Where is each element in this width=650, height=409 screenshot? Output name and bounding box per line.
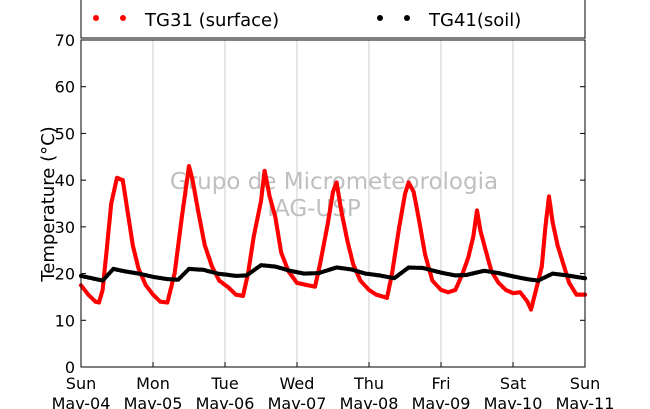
x-tick-label-date-6: Mav-10 [484,394,543,409]
x-tick-label-date-5: Mav-09 [412,394,471,409]
x-tick-label-day-0: Sun [66,374,96,393]
x-tick-label-date-0: Mav-04 [52,394,111,409]
x-tick-label-day-3: Wed [280,374,315,393]
legend-label-tg41: TG41(soil) [428,10,521,31]
y-axis-title: Temperature (°C) [38,126,59,282]
x-tick-label-date-7: Mav-11 [556,394,615,409]
x-tick-label-day-5: Fri [431,374,450,393]
series-1 [78,263,588,283]
x-tick-label-day-2: Tue [210,374,238,393]
legend: TG31 (surface) TG41(soil) [80,0,586,39]
plot-frame [80,39,586,368]
vertical-grid-lines [152,40,514,367]
legend-frame [80,0,586,39]
series-0 [78,164,588,312]
y-tick-label-2: 20 [55,265,75,284]
x-axis: SunMav-04MonMav-05TueMav-06WedMav-07ThuM… [52,362,615,409]
series-layer [78,164,588,312]
legend-marker-tg31-2 [120,15,126,21]
x-tick-label-date-4: Mav-08 [340,394,399,409]
watermark-line-2: IAG-USP [267,196,361,222]
y-tick-label-7: 70 [55,31,75,50]
y-tick-label-6: 60 [55,78,75,97]
y-tick-label-0: 0 [65,358,75,377]
legend-marker-tg41 [377,15,383,21]
y-tick-label-4: 40 [55,171,75,190]
y-axis: 0 10 20 30 40 50 60 70 [55,31,585,377]
x-tick-label-day-4: Thu [353,374,384,393]
legend-label-tg31: TG31 (surface) [144,10,279,31]
x-tick-label-date-2: Mav-06 [196,394,255,409]
x-tick-label-day-6: Sat [500,374,526,393]
legend-marker-tg41-2 [404,15,410,21]
x-tick-label-day-7: Sun [570,374,600,393]
y-tick-label-5: 50 [55,124,75,143]
y-tick-label-1: 10 [55,311,75,330]
x-tick-label-day-1: Mon [136,374,170,393]
legend-marker-tg31 [93,15,99,21]
y-tick-label-3: 30 [55,218,75,237]
x-tick-label-date-1: Mav-05 [124,394,183,409]
x-tick-label-date-3: Mav-07 [268,394,327,409]
